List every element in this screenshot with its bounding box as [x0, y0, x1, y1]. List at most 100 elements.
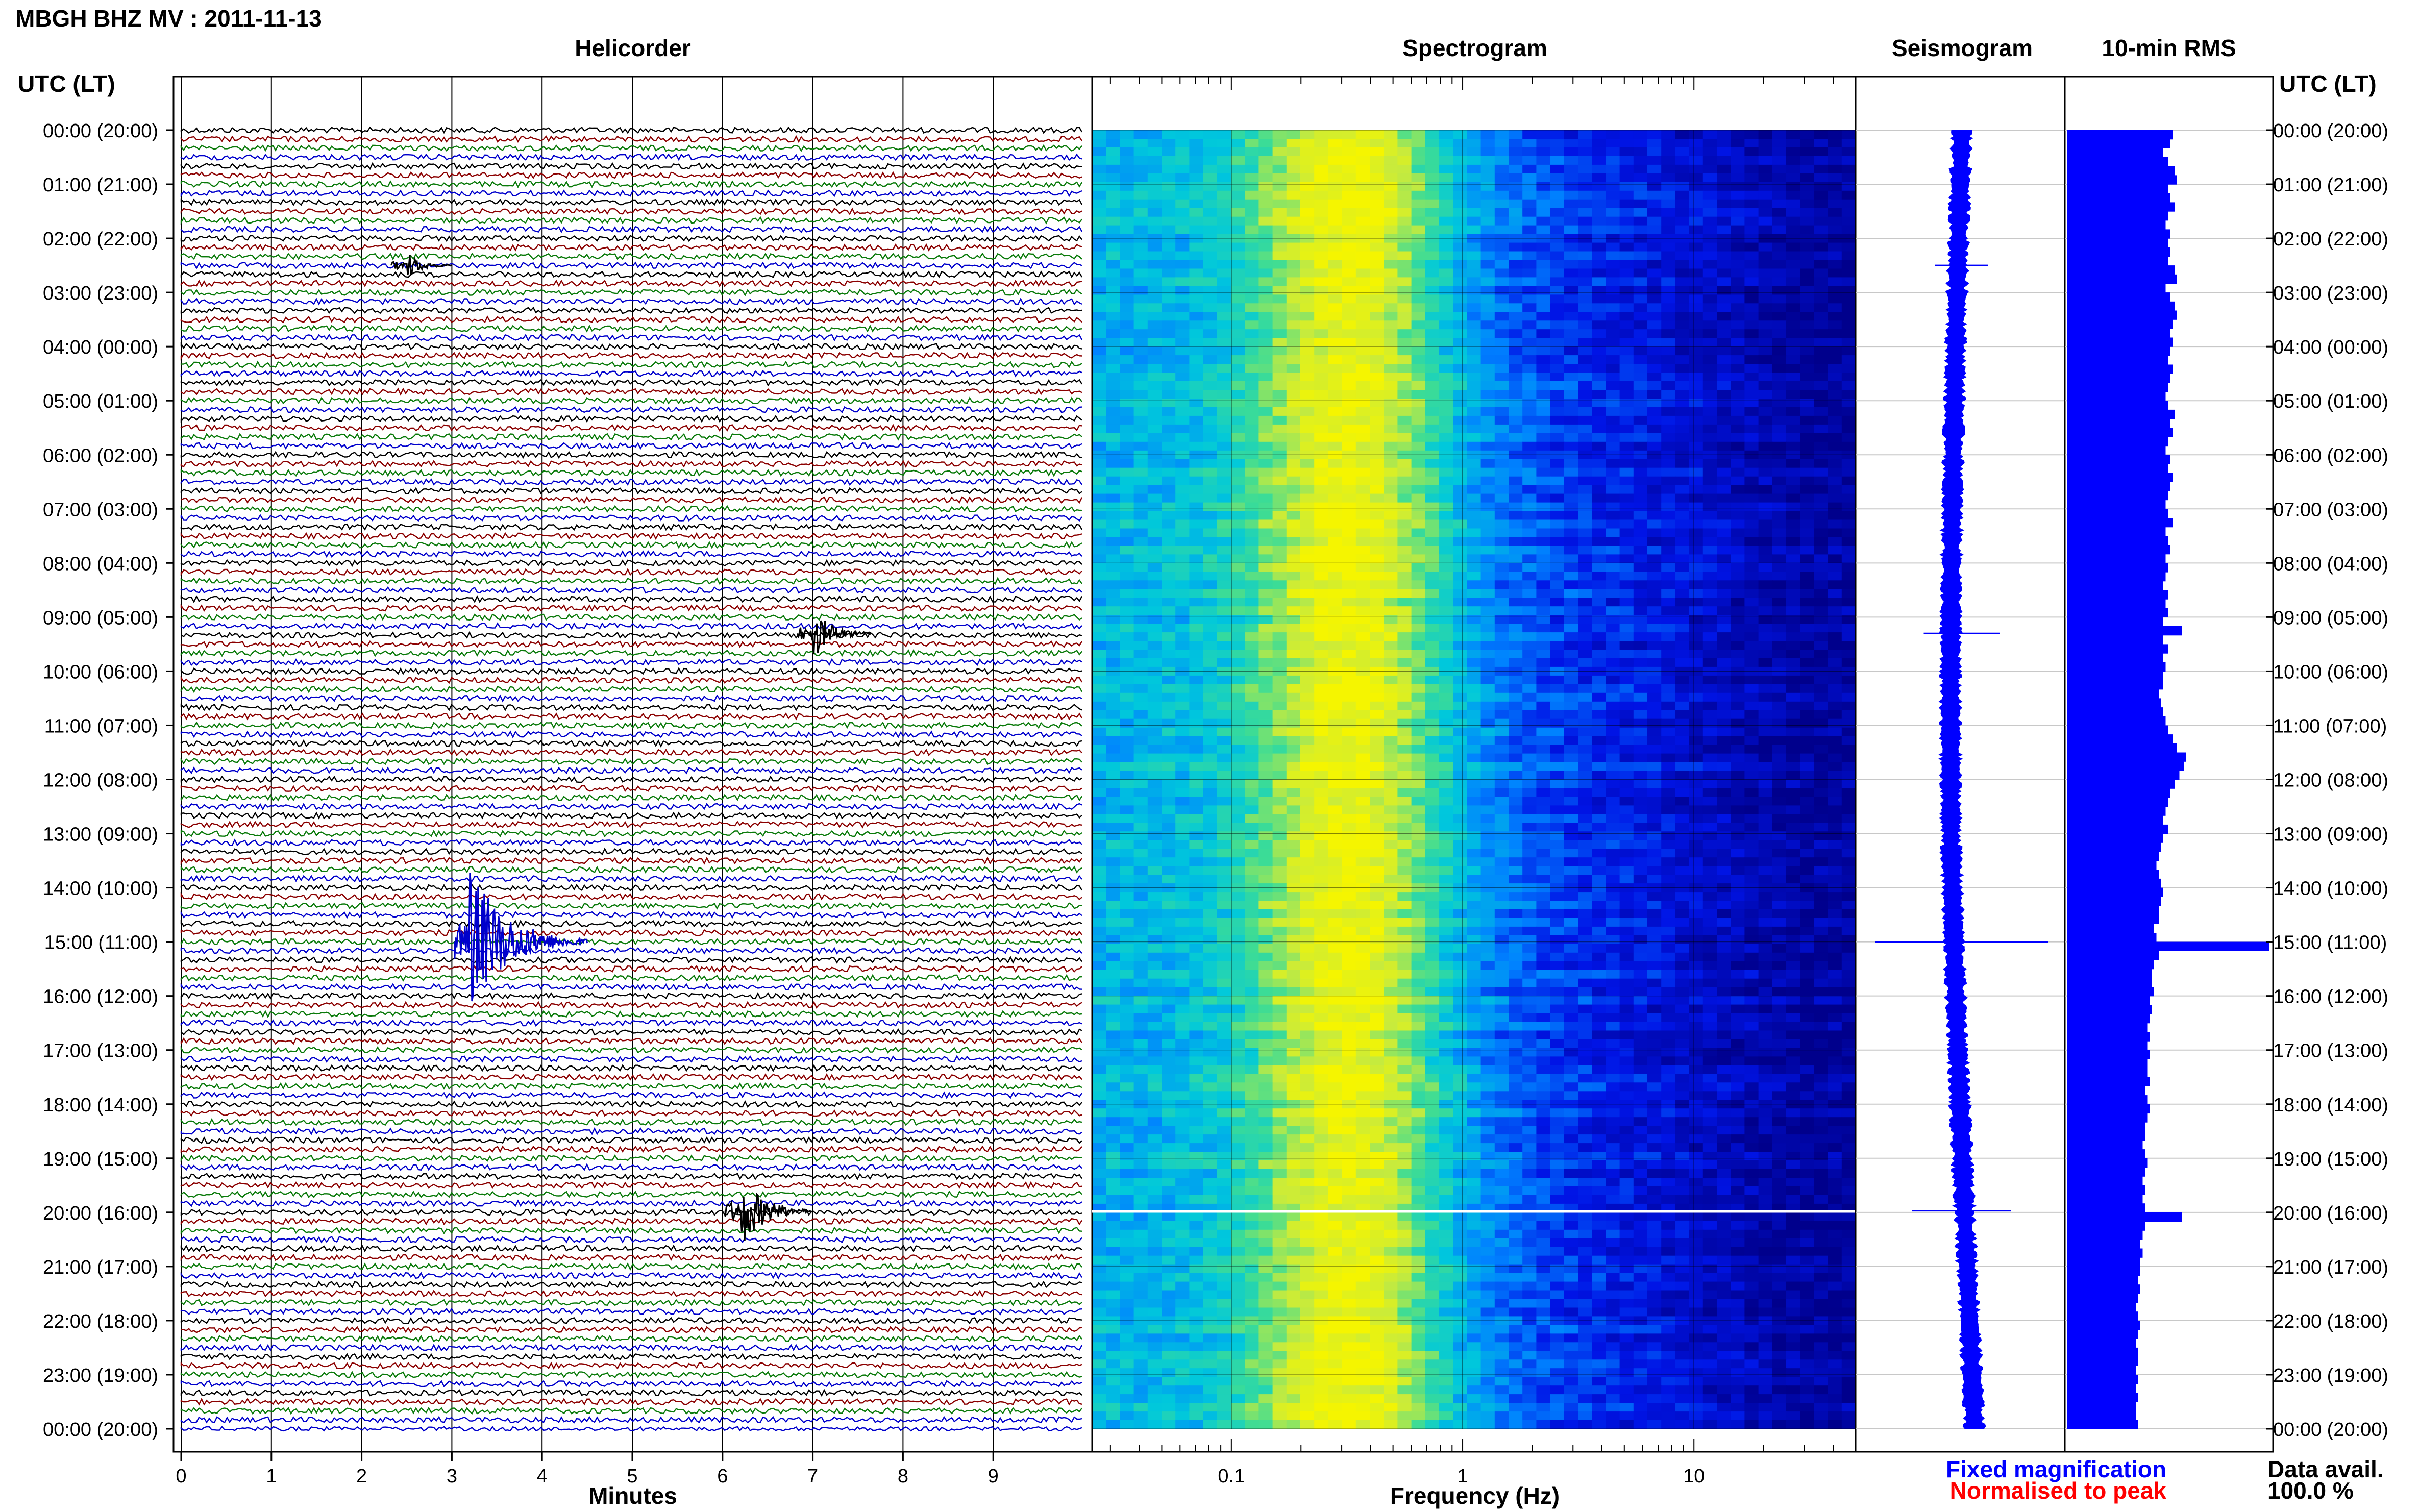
- spectrogram-cell: [1786, 779, 1800, 789]
- spectrogram-cell: [1133, 684, 1148, 693]
- spectrogram-cell: [1133, 580, 1148, 590]
- spectrogram-cell: [1564, 294, 1578, 304]
- spectrogram-cell: [1245, 242, 1260, 252]
- spectrogram-cell: [1328, 797, 1343, 806]
- spectrogram-cell: [1328, 485, 1343, 494]
- spectrogram-cell: [1203, 684, 1218, 693]
- spectrogram-cell: [1522, 277, 1537, 287]
- spectrogram-cell: [1231, 528, 1245, 538]
- spectrogram-cell: [1522, 675, 1537, 685]
- spectrogram-cell: [1758, 303, 1773, 313]
- spectrogram-cell: [1758, 675, 1773, 685]
- helicorder-trace: [180, 794, 1083, 802]
- spectrogram-cell: [1453, 164, 1468, 174]
- spectrogram-cell: [1355, 684, 1370, 693]
- spectrogram-cell: [1814, 286, 1829, 295]
- spectrogram-cell: [1647, 373, 1662, 382]
- spectrogram-cell: [1328, 692, 1343, 702]
- spectrogram-cell: [1675, 554, 1690, 564]
- spectrogram-cell: [1647, 572, 1662, 581]
- spectrogram-cell: [1162, 459, 1176, 468]
- spectrogram-cell: [1411, 502, 1426, 512]
- spectrogram-cell: [1647, 710, 1662, 720]
- spectrogram-cell: [1564, 710, 1578, 720]
- spectrogram-cell: [1203, 433, 1218, 442]
- spectrogram-cell: [1425, 632, 1440, 641]
- spectrogram-cell: [1717, 511, 1731, 520]
- spectrogram-cell: [1592, 260, 1607, 269]
- spectrogram-cell: [1702, 718, 1717, 728]
- spectrogram-cell: [1147, 139, 1162, 148]
- spectrogram-cell: [1633, 433, 1648, 442]
- spectrogram-cell: [1564, 563, 1578, 573]
- spectrogram-cell: [1397, 251, 1412, 261]
- spectrogram-cell: [1411, 390, 1426, 399]
- spectrogram-cell: [1578, 641, 1592, 650]
- spectrogram-cell: [1245, 624, 1260, 633]
- spectrogram-cell: [1758, 156, 1773, 165]
- spectrogram-cell: [1800, 606, 1815, 615]
- spectrogram-cell: [1689, 563, 1704, 573]
- spectrogram-cell: [1092, 511, 1106, 520]
- spectrogram-cell: [1189, 805, 1204, 815]
- spectrogram-cell: [1522, 355, 1537, 364]
- spectrogram-cell: [1717, 849, 1731, 858]
- spectrogram-cell: [1633, 779, 1648, 789]
- spectrogram-cell: [1384, 840, 1398, 850]
- spectrogram-cell: [1675, 450, 1690, 460]
- spectrogram-cell: [1702, 199, 1717, 209]
- spectrogram-cell: [1175, 624, 1190, 633]
- spectrogram-cell: [1550, 225, 1565, 235]
- spectrogram-cell: [1453, 727, 1468, 737]
- spectrogram-cell: [1162, 407, 1176, 416]
- spectrogram-cell: [1175, 303, 1190, 313]
- spectrogram-cell: [1550, 537, 1565, 547]
- spectrogram-cell: [1619, 641, 1634, 650]
- spectrogram-cell: [1286, 771, 1301, 780]
- spectrogram-cell: [1411, 866, 1426, 875]
- spectrogram-cell: [1689, 459, 1704, 468]
- spectrogram-cell: [1744, 277, 1759, 287]
- spectrogram-cell: [1578, 450, 1592, 460]
- spectrogram-cell: [1370, 537, 1384, 547]
- spectrogram-cell: [1314, 598, 1329, 607]
- spectrogram-cell: [1147, 320, 1162, 330]
- spectrogram-cell: [1286, 718, 1301, 728]
- spectrogram-cell: [1370, 849, 1384, 858]
- spectrogram-cell: [1133, 312, 1148, 321]
- spectrogram-cell: [1106, 727, 1121, 737]
- spectrogram-cell: [1120, 433, 1134, 442]
- spectrogram-cell: [1342, 147, 1356, 157]
- spectrogram-cell: [1328, 658, 1343, 667]
- spectrogram-cell: [1633, 675, 1648, 685]
- spectrogram-cell: [1286, 355, 1301, 364]
- spectrogram-cell: [1564, 139, 1578, 148]
- spectrogram-cell: [1147, 632, 1162, 641]
- spectrogram-cell: [1286, 632, 1301, 641]
- spectrogram-cell: [1106, 684, 1121, 693]
- spectrogram-cell: [1286, 658, 1301, 667]
- spectrogram-cell: [1509, 866, 1523, 875]
- spectrogram-cell: [1106, 338, 1121, 347]
- spectrogram-cell: [1355, 615, 1370, 624]
- spectrogram-cell: [1828, 511, 1842, 520]
- spectrogram-cell: [1786, 450, 1800, 460]
- spectrogram-cell: [1702, 563, 1717, 573]
- spectrogram-cell: [1355, 866, 1370, 875]
- spectrogram-cell: [1550, 779, 1565, 789]
- spectrogram-cell: [1633, 208, 1648, 217]
- spectrogram-cell: [1744, 753, 1759, 763]
- spectrogram-cell: [1647, 381, 1662, 390]
- spectrogram-cell: [1744, 650, 1759, 659]
- spectrogram-cell: [1522, 373, 1537, 382]
- spectrogram-cell: [1453, 580, 1468, 590]
- spectrogram-cell: [1258, 216, 1273, 226]
- spectrogram-cell: [1494, 459, 1509, 468]
- helicorder-x-tick-label: 3: [447, 1466, 457, 1487]
- spectrogram-cell: [1439, 554, 1453, 564]
- spectrogram-cell: [1689, 268, 1704, 278]
- spectrogram-cell: [1633, 502, 1648, 512]
- spectrogram-cell: [1480, 546, 1495, 555]
- spectrogram-cell: [1217, 199, 1231, 209]
- spectrogram-cell: [1592, 814, 1607, 824]
